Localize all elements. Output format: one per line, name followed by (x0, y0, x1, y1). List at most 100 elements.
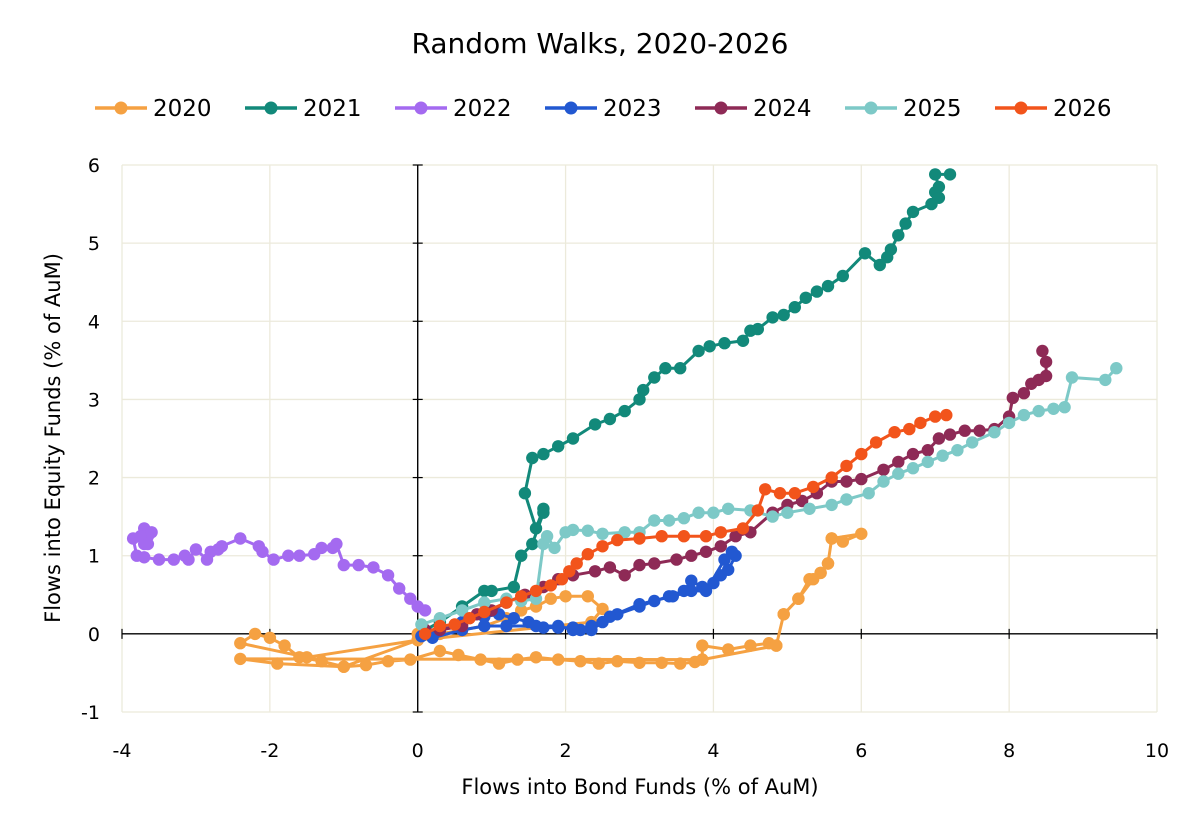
data-point-2021 (633, 393, 646, 406)
data-point-2021 (507, 580, 520, 594)
data-point-2020 (696, 653, 709, 666)
data-point-2021 (552, 440, 565, 453)
y-tick-label: 0 (88, 624, 100, 646)
data-point-2025 (906, 462, 920, 475)
data-point-2026 (570, 557, 583, 570)
data-point-2021 (788, 301, 801, 314)
data-point-2026 (478, 605, 491, 619)
data-point-2023 (685, 584, 698, 598)
data-point-2025 (936, 449, 949, 462)
data-point-2025 (862, 487, 875, 500)
data-point-2025 (803, 502, 816, 515)
data-point-2021 (485, 584, 498, 598)
data-point-2024 (943, 428, 957, 441)
legend-label: 2022 (453, 96, 512, 122)
legend-label: 2023 (603, 96, 662, 122)
data-point-2026 (759, 483, 772, 496)
data-point-2021 (766, 311, 779, 324)
data-point-2020 (359, 658, 373, 672)
data-point-2025 (1002, 416, 1016, 430)
legend-item-2020: 2020 (95, 96, 212, 122)
y-tick-label: 5 (88, 233, 100, 255)
data-point-2022 (234, 532, 247, 545)
data-point-2025 (1017, 408, 1031, 422)
data-point-2020 (511, 653, 524, 666)
y-tick-label: 3 (88, 389, 100, 411)
data-point-2024 (855, 472, 868, 486)
data-point-2021 (674, 362, 687, 375)
data-point-2020 (529, 651, 543, 664)
data-point-2021 (566, 432, 580, 445)
data-point-2021 (884, 243, 898, 256)
data-point-2021 (858, 247, 872, 260)
data-point-2025 (766, 510, 779, 523)
data-point-2025 (840, 493, 853, 506)
data-point-2022 (367, 561, 380, 574)
data-point-2021 (777, 308, 790, 322)
data-point-2023 (529, 619, 543, 633)
data-point-2025 (548, 541, 561, 555)
data-point-2020 (271, 657, 284, 670)
data-point-2026 (855, 447, 868, 461)
data-point-2024 (670, 553, 683, 566)
data-point-2022 (200, 553, 214, 566)
data-point-2026 (929, 410, 942, 423)
data-point-2022 (337, 558, 350, 572)
data-point-2020 (234, 637, 247, 650)
series-2025 (415, 362, 1123, 631)
data-point-2025 (618, 526, 631, 539)
x-tick-label: -4 (113, 740, 132, 762)
data-point-2020 (574, 655, 587, 668)
data-point-2022 (167, 553, 180, 566)
x-tick-label: 8 (1003, 740, 1015, 762)
data-point-2020 (433, 644, 447, 658)
data-point-2025 (1110, 362, 1123, 375)
data-point-2020 (293, 651, 306, 664)
data-point-2023 (507, 612, 520, 625)
data-point-2021 (648, 371, 661, 384)
legend-item-2024: 2024 (695, 96, 812, 122)
legend-item-2023: 2023 (545, 96, 662, 122)
data-point-2026 (611, 533, 624, 547)
data-point-2026 (529, 584, 543, 598)
legend-label: 2020 (153, 96, 212, 122)
series-2023 (415, 545, 742, 644)
data-point-2020 (278, 639, 291, 652)
data-point-2020 (492, 657, 506, 670)
data-point-2026 (714, 526, 727, 539)
y-tick-label: 2 (88, 468, 100, 490)
data-point-2024 (958, 424, 971, 437)
data-point-2021 (810, 285, 824, 298)
data-point-2026 (914, 416, 927, 430)
data-point-2020 (248, 627, 262, 641)
data-point-2021 (943, 168, 957, 181)
data-point-2022 (130, 549, 143, 562)
y-tick-label: -1 (81, 702, 100, 724)
y-tick-label: 4 (88, 311, 100, 333)
data-point-2024 (1017, 387, 1031, 400)
data-point-2023 (666, 590, 679, 603)
data-point-2024 (618, 569, 631, 582)
data-point-2025 (951, 444, 964, 457)
data-point-2026 (563, 565, 576, 578)
data-point-2025 (707, 506, 720, 519)
data-point-2021 (637, 383, 650, 397)
data-point-2025 (1032, 404, 1045, 418)
data-point-2026 (773, 487, 787, 500)
data-point-2021 (799, 291, 812, 304)
data-point-2021 (659, 362, 672, 375)
data-point-2026 (751, 504, 764, 517)
legend-label: 2024 (753, 96, 812, 122)
y-tick-label: 6 (88, 155, 100, 177)
data-point-2026 (840, 459, 853, 473)
data-point-2025 (648, 514, 661, 527)
data-point-2025 (1047, 402, 1060, 415)
data-point-2024 (714, 540, 727, 553)
data-point-2023 (648, 594, 661, 608)
data-point-2025 (988, 426, 1001, 439)
legend-item-2021: 2021 (245, 96, 362, 122)
data-point-2025 (415, 618, 428, 631)
data-point-2024 (973, 424, 986, 437)
series-2026 (418, 408, 953, 641)
